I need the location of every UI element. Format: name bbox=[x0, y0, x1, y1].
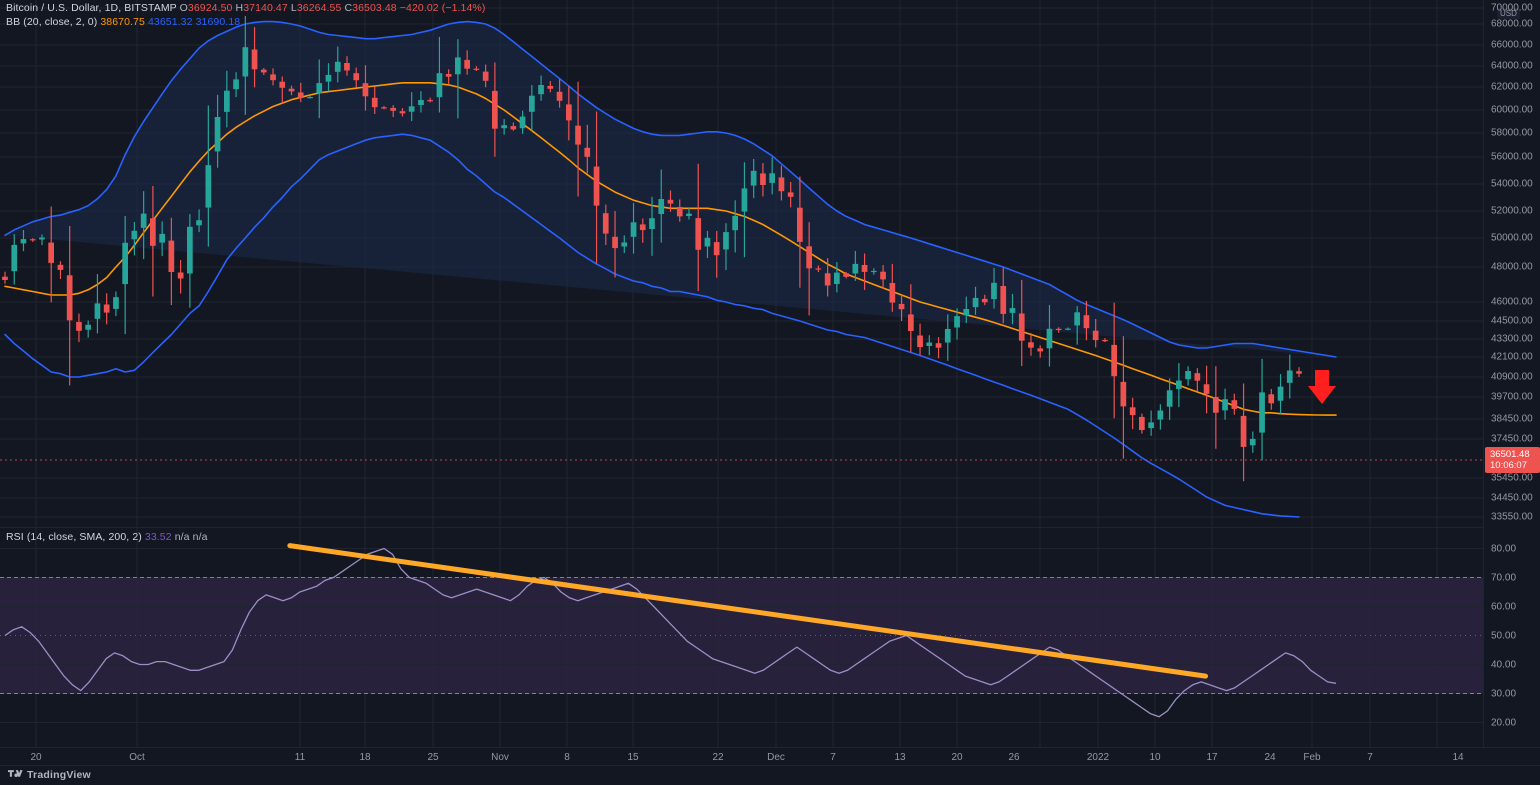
rsi-axis-tick: 50.00 bbox=[1491, 630, 1517, 641]
price-axis-tick: 48000.00 bbox=[1491, 261, 1533, 273]
price-axis-tick: 42100.00 bbox=[1491, 351, 1533, 363]
rsi-axis[interactable]: 80.00 70.00 60.00 50.00 40.00 30.00 20.00 bbox=[1483, 528, 1540, 747]
price-axis-tick: 50000.00 bbox=[1491, 232, 1533, 244]
rsi-axis-tick: 20.00 bbox=[1491, 717, 1517, 728]
time-axis-tick: 26 bbox=[1008, 752, 1020, 763]
rsi-axis-tick: 30.00 bbox=[1491, 688, 1517, 699]
time-axis-tick: 7 bbox=[830, 752, 836, 763]
price-axis-tick: 38450.00 bbox=[1491, 413, 1533, 425]
tradingview-logo[interactable]: TradingView bbox=[8, 769, 91, 781]
time-axis-tick: 2022 bbox=[1086, 752, 1110, 763]
rsi-axis-tick: 60.00 bbox=[1491, 601, 1517, 612]
rsi-axis-tick: 70.00 bbox=[1491, 572, 1517, 583]
rsi-svg bbox=[0, 528, 1483, 747]
price-axis-tick: 34450.00 bbox=[1491, 492, 1533, 504]
footer-bar: TradingView bbox=[0, 765, 1540, 785]
price-axis-tick: 37450.00 bbox=[1491, 433, 1533, 445]
price-axis-tick: 46000.00 bbox=[1491, 296, 1533, 308]
time-axis-tick: 8 bbox=[564, 752, 570, 763]
price-axis-tick: 40900.00 bbox=[1491, 371, 1533, 383]
price-axis-tick: 54000.00 bbox=[1491, 178, 1533, 190]
price-axis-tick: 60000.00 bbox=[1491, 104, 1533, 116]
price-svg bbox=[0, 0, 1483, 528]
price-plot[interactable] bbox=[0, 0, 1483, 528]
time-axis-tick: Nov bbox=[491, 752, 509, 763]
price-pane[interactable]: Bitcoin / U.S. Dollar, 1D, BITSTAMP O369… bbox=[0, 0, 1483, 528]
time-axis-tick: 7 bbox=[1367, 752, 1373, 763]
price-axis-tick: 62000.00 bbox=[1491, 81, 1533, 93]
price-axis-tick: 43300.00 bbox=[1491, 333, 1533, 345]
price-axis-tick: 56000.00 bbox=[1491, 151, 1533, 163]
red-down-arrow-icon bbox=[1308, 370, 1336, 404]
time-axis[interactable]: 20 Oct 11 18 25 Nov 8 15 22 Dec 7 13 20 26 2022 10 17 24 F… bbox=[0, 747, 1540, 765]
rsi-pane[interactable]: RSI (14, close, SMA, 200, 2) 33.52 n/a n… bbox=[0, 528, 1483, 747]
price-axis-tick: 70000.00 bbox=[1491, 2, 1533, 14]
time-axis-tick: 24 bbox=[1264, 752, 1276, 763]
time-axis-tick: 20 bbox=[951, 752, 963, 763]
rsi-axis-tick: 80.00 bbox=[1491, 543, 1517, 554]
current-price-countdown: 10:06:07 bbox=[1490, 460, 1527, 471]
price-axis-tick: 66000.00 bbox=[1491, 39, 1533, 51]
rsi-trendline bbox=[287, 543, 1209, 679]
time-axis-tick: 10 bbox=[1149, 752, 1161, 763]
tradingview-wordmark: TradingView bbox=[27, 769, 91, 781]
rsi-axis-tick: 40.00 bbox=[1491, 659, 1517, 670]
tradingview-mark-icon bbox=[8, 769, 23, 777]
time-axis-tick: 15 bbox=[627, 752, 639, 763]
price-axis-tick: 68000.00 bbox=[1491, 18, 1533, 30]
price-axis-tick: 33550.00 bbox=[1491, 511, 1533, 523]
time-axis-tick: 22 bbox=[712, 752, 724, 763]
time-axis-tick: 13 bbox=[894, 752, 906, 763]
time-axis-tick: Dec bbox=[767, 752, 785, 763]
time-axis-tick: 18 bbox=[359, 752, 371, 763]
currency-badge: USD bbox=[1497, 8, 1520, 19]
current-price-value: 36501.48 bbox=[1490, 449, 1530, 460]
price-axis-tick: 44500.00 bbox=[1491, 315, 1533, 327]
time-axis-tick: 20 bbox=[30, 752, 42, 763]
price-axis-tick: 52000.00 bbox=[1491, 205, 1533, 217]
current-price-badge: 36501.48 10:06:07 bbox=[1485, 447, 1540, 473]
price-axis-tick: 58000.00 bbox=[1491, 127, 1533, 139]
time-axis-tick: Feb bbox=[1303, 752, 1321, 763]
time-axis-tick: 11 bbox=[294, 752, 306, 763]
price-axis-tick: 64000.00 bbox=[1491, 60, 1533, 72]
price-axis-tick: 35450.00 bbox=[1491, 472, 1533, 484]
time-axis-tick: 17 bbox=[1206, 752, 1218, 763]
time-axis-tick: 14 bbox=[1452, 752, 1464, 763]
pane-separator[interactable] bbox=[0, 527, 1483, 528]
price-axis[interactable]: USD 70000.00 68000.00 66000.00 64000.00 6200… bbox=[1483, 0, 1540, 528]
time-axis-tick: 25 bbox=[427, 752, 439, 763]
price-axis-tick: 39700.00 bbox=[1491, 391, 1533, 403]
time-axis-tick: Oct bbox=[129, 752, 145, 763]
rsi-plot[interactable] bbox=[0, 528, 1483, 747]
